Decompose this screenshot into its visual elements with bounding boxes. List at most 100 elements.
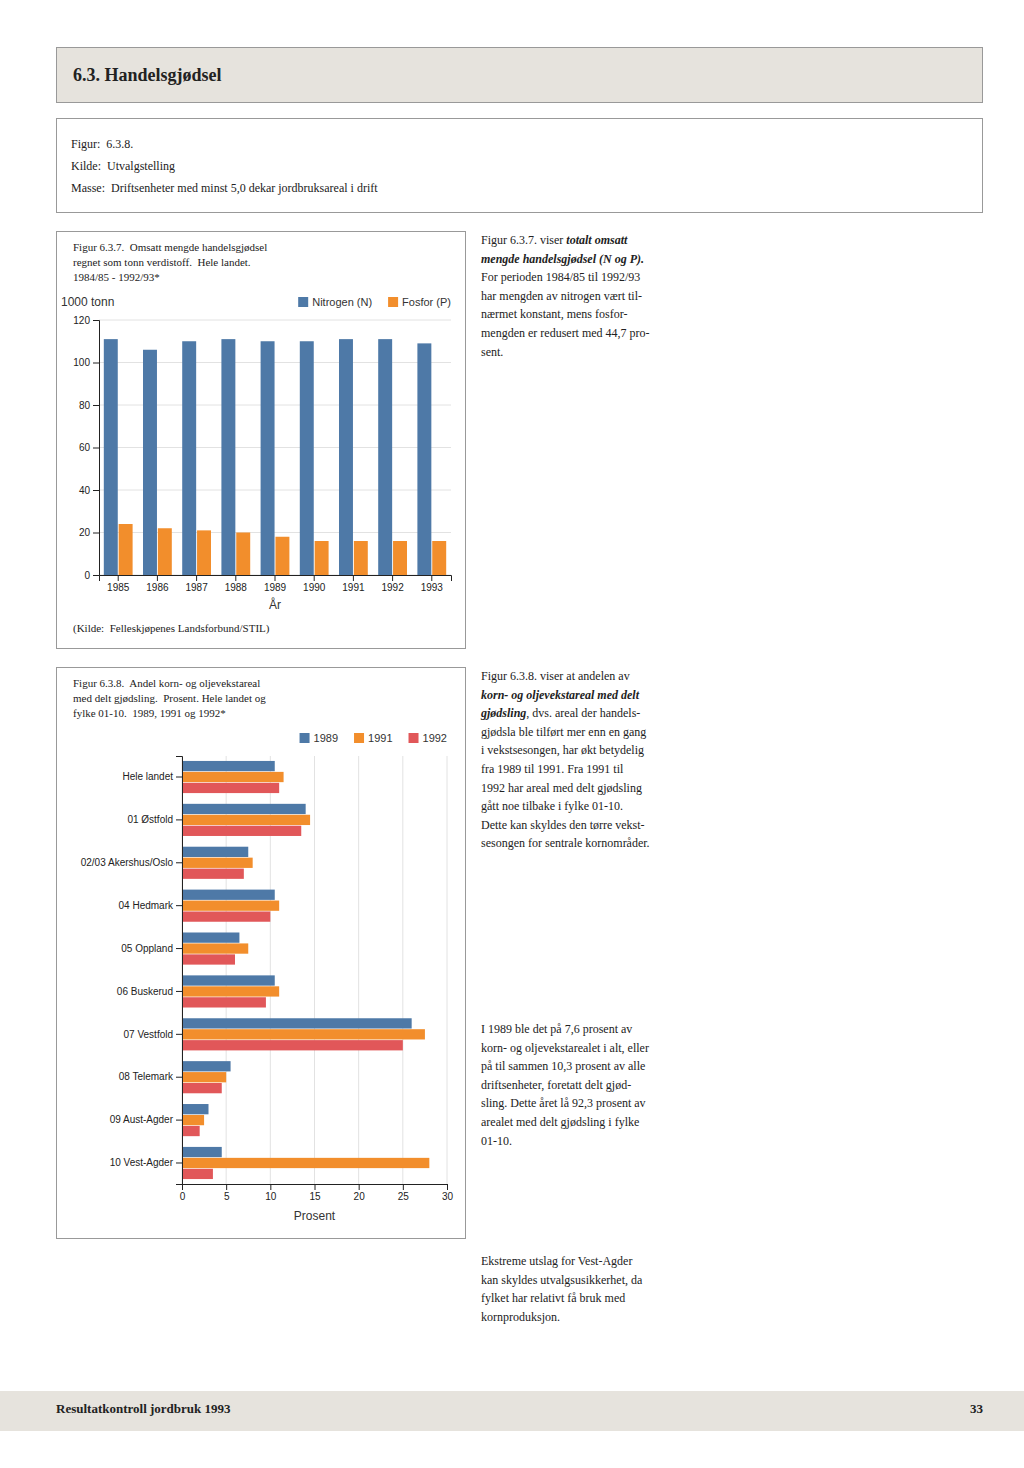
plot: 051015202530Hele landet01 Østfold02/03 A…: [81, 756, 454, 1202]
bar: [261, 341, 275, 575]
grid-line: [99, 320, 451, 321]
x-axis: 198519861987198819891990199119921993: [100, 575, 452, 593]
paragraph: Figur 6.3.7. viser totalt omsatt mengde …: [481, 231, 971, 361]
bar: [432, 541, 446, 575]
tick-mark: [176, 1162, 182, 1163]
tick-mark: [93, 405, 99, 406]
info-box: Figur: 6.3.8.Kilde: UtvalgstellingMasse:…: [56, 118, 983, 213]
bar: [158, 528, 172, 575]
tick: 1985: [107, 575, 130, 593]
tick: 20: [79, 527, 99, 538]
tick: 02/03 Akershus/Oslo: [81, 857, 182, 868]
tick: 10 Vest-Agder: [110, 1157, 182, 1168]
chart-title: Figur 6.3.7. Omsatt mengde handelsgjødse…: [73, 240, 453, 285]
tick: 1987: [185, 575, 208, 593]
tick-mark: [176, 819, 182, 820]
tick: 1986: [146, 575, 169, 593]
tick-label: 100: [73, 357, 90, 368]
paragraph: I 1989 ble det på 7,6 prosent av korn- o…: [481, 1020, 971, 1150]
tick: 10: [265, 1184, 277, 1202]
paragraph-run: , dvs. areal der handels- gjødsla ble ti…: [481, 706, 650, 850]
bar: [104, 339, 118, 575]
bar: [182, 901, 279, 911]
tick-label: 0: [180, 1191, 186, 1202]
legend-swatch: [388, 297, 398, 307]
tick: 15: [309, 1184, 321, 1202]
chart-box: Figur 6.3.8. Andel korn- og oljevekstare…: [56, 667, 466, 1239]
grid: [99, 320, 451, 575]
title-bar: 6.3. Handelsgjødsel: [56, 47, 983, 103]
info-line: Kilde: Utvalgstelling: [71, 155, 968, 177]
bar: [354, 541, 368, 575]
bar-series: [119, 524, 447, 575]
legend-swatch: [354, 733, 364, 743]
bar: [182, 1083, 222, 1093]
tick: 09 Aust-Agder: [110, 1114, 182, 1125]
tick-label: 05 Oppland: [121, 943, 173, 954]
tick-label: 1988: [225, 582, 248, 593]
bar: [182, 1126, 200, 1136]
tick: 60: [79, 442, 99, 453]
chart-title-line: Figur 6.3.8. Andel korn- og oljevekstare…: [73, 676, 453, 691]
chart-title-line: med delt gjødsling. Prosent. Hele landet…: [73, 691, 453, 706]
tick: 30: [442, 1184, 454, 1202]
axis-line: [176, 757, 183, 1185]
tick-mark: [93, 490, 99, 491]
chart-title-line: fylke 01-10. 1989, 1991 og 1992*: [73, 706, 453, 721]
tick-mark: [176, 1034, 182, 1035]
bar: [182, 1029, 425, 1039]
tick-mark: [196, 575, 197, 581]
tick-label: 09 Aust-Agder: [110, 1114, 174, 1125]
chart-title-line: Figur 6.3.7. Omsatt mengde handelsgjødse…: [73, 240, 453, 255]
legend-label: 1991: [368, 732, 392, 744]
tick: 0: [180, 1184, 186, 1202]
tick-label: 01 Østfold: [127, 814, 173, 825]
page-number: 33: [900, 1401, 983, 1417]
paragraph-run: I 1989 ble det på 7,6 prosent av korn- o…: [481, 1022, 649, 1148]
chart: 051015202530Hele landet01 Østfold02/03 A…: [57, 726, 465, 1226]
tick: 05 Oppland: [121, 943, 182, 954]
bar: [182, 932, 239, 942]
grid-line: [447, 756, 448, 1184]
tick: 07 Vestfold: [124, 1029, 182, 1040]
legend-label: 1992: [423, 732, 447, 744]
legend-swatch: [298, 297, 308, 307]
tick-mark: [176, 1077, 182, 1078]
bar-series: [182, 772, 429, 1168]
bar: [182, 986, 279, 996]
tick: 01 Østfold: [127, 814, 182, 825]
tick-mark: [314, 575, 315, 581]
bar: [393, 541, 407, 575]
tick: 1989: [264, 575, 287, 593]
legend-item: Fosfor (P): [388, 296, 451, 308]
tick: 25: [398, 1184, 410, 1202]
bar: [236, 533, 250, 576]
legend: 1989 1991 1992: [300, 732, 447, 744]
tick-label: 5: [224, 1191, 230, 1202]
chart-title: Figur 6.3.8. Andel korn- og oljevekstare…: [73, 676, 453, 721]
tick-label: 06 Buskerud: [117, 986, 173, 997]
bar: [182, 783, 279, 793]
tick-label: 15: [309, 1191, 321, 1202]
legend-item: Nitrogen (N): [298, 296, 372, 308]
bar: [182, 1104, 209, 1114]
bars: [182, 761, 429, 1179]
tick-label: 1990: [303, 582, 326, 593]
legend-label: 1989: [314, 732, 338, 744]
page-title: 6.3. Handelsgjødsel: [73, 65, 222, 86]
tick: 0: [84, 570, 99, 581]
tick-mark: [431, 575, 432, 581]
legend-item: 1992: [409, 732, 447, 744]
tick-label: 10 Vest-Agder: [110, 1157, 174, 1168]
tick: 80: [79, 400, 99, 411]
bar: [182, 847, 248, 857]
tick: Hele landet: [122, 771, 182, 782]
tick-label: 60: [79, 442, 91, 453]
legend: Nitrogen (N) Fosfor (P): [298, 296, 451, 308]
bar: [182, 1147, 222, 1157]
bar-series: [182, 761, 412, 1157]
y-axis: Hele landet 01 Østfold 02/03 Akershus/Oslo…: [81, 757, 183, 1185]
bar: [182, 1115, 204, 1125]
tick-label: 08 Telemark: [119, 1071, 174, 1082]
bar: [182, 954, 235, 964]
